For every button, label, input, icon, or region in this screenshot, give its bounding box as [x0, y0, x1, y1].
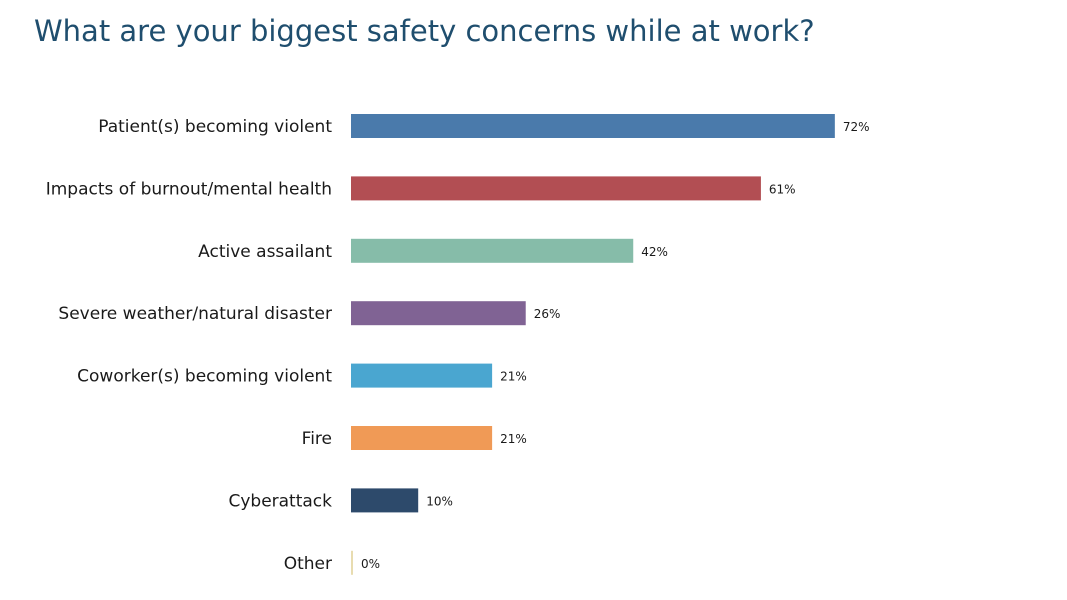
- category-label: Severe weather/natural disaster: [58, 304, 332, 324]
- value-label: 21%: [500, 370, 527, 384]
- value-label: 0%: [361, 557, 380, 571]
- bar: [351, 488, 419, 513]
- category-label: Fire: [302, 429, 332, 449]
- bar: [351, 550, 353, 575]
- bar: [351, 176, 761, 201]
- bar: [351, 426, 493, 450]
- bar: [351, 301, 526, 326]
- category-label: Other: [284, 554, 332, 574]
- category-label: Active assailant: [198, 242, 332, 262]
- value-label: 26%: [534, 307, 561, 321]
- value-label: 72%: [843, 120, 870, 134]
- bar: [351, 238, 634, 263]
- chart-title: What are your biggest safety concerns wh…: [34, 14, 815, 48]
- value-label: 21%: [500, 432, 527, 446]
- category-label: Patient(s) becoming violent: [98, 117, 332, 137]
- value-label: 10%: [426, 494, 453, 508]
- category-label: Impacts of burnout/mental health: [46, 179, 332, 199]
- value-label: 61%: [769, 182, 796, 196]
- bar: [351, 114, 835, 138]
- category-label: Coworker(s) becoming violent: [77, 367, 332, 387]
- bar: [351, 363, 493, 388]
- value-label: 42%: [641, 245, 668, 259]
- category-label: Cyberattack: [228, 491, 332, 511]
